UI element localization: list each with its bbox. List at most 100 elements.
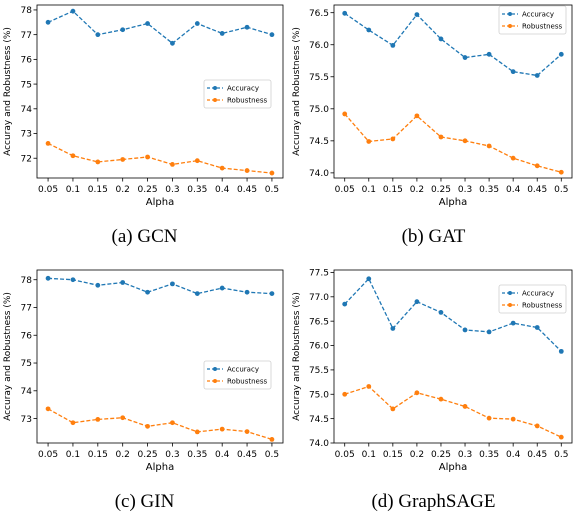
- x-tick-label: 0.25: [431, 185, 451, 195]
- data-point-accuracy: [95, 282, 101, 288]
- x-tick-label: 0.2: [410, 185, 424, 195]
- series-line-robustness: [47, 408, 273, 441]
- legend-label-accuracy: Accuracy: [227, 366, 259, 374]
- data-point-robustness: [510, 155, 516, 161]
- x-tick-label: 0.15: [88, 450, 108, 460]
- x-axis-label: Alpha: [146, 462, 174, 473]
- x-tick-label: 0.35: [479, 450, 499, 460]
- x-tick-label: 0.35: [187, 185, 207, 195]
- data-point-accuracy: [462, 327, 468, 333]
- data-point-accuracy: [120, 27, 126, 33]
- data-point-robustness: [45, 141, 51, 146]
- legend-label-accuracy: Accuracy: [522, 11, 554, 19]
- data-point-robustness: [558, 169, 564, 175]
- x-tick-label: 0.2: [410, 450, 424, 460]
- data-point-robustness: [414, 113, 420, 119]
- data-point-accuracy: [342, 301, 348, 307]
- y-tick-label: 77.5: [309, 269, 329, 279]
- legend-box: [203, 79, 272, 109]
- data-point-robustness: [219, 165, 225, 171]
- data-point-accuracy: [70, 8, 76, 14]
- data-point-accuracy: [194, 291, 200, 297]
- data-point-robustness: [145, 423, 150, 429]
- y-tick-label: 77: [21, 31, 32, 41]
- y-tick-label: 77.0: [309, 293, 329, 303]
- x-tick-label: 0.45: [237, 450, 257, 460]
- data-point-accuracy: [486, 51, 492, 57]
- y-tick-label: 74.5: [309, 415, 329, 425]
- data-point-accuracy: [145, 289, 150, 295]
- x-tick-label: 0.5: [554, 185, 568, 195]
- legend-marker-accuracy: [213, 367, 217, 371]
- chart-gcn: 0.05 0.1 0.15 0.2 0.25 0.3 0.35 0.4 0.45 0.5 72 73 7…: [3, 4, 284, 208]
- x-tick-label: 0.45: [527, 450, 547, 460]
- chart-graphsage: 0.05 0.1 0.15 0.2 0.25 0.3 0.35 0.4 0.45 0.5 74.0 7…: [292, 269, 573, 473]
- legend-marker-robustness: [213, 98, 217, 102]
- data-point-accuracy: [244, 289, 250, 295]
- x-tick-label: 0.5: [265, 450, 279, 460]
- x-tick-label: 0.3: [458, 185, 472, 195]
- y-tick-label: 78: [21, 6, 33, 16]
- data-point-accuracy: [558, 51, 564, 57]
- y-tick-label: 75.0: [309, 390, 329, 400]
- y-tick-label: 74: [21, 105, 33, 115]
- data-point-robustness: [120, 415, 126, 421]
- y-axis-label: Accuray and Robustness (%): [292, 27, 302, 156]
- legend-marker-robustness: [508, 303, 512, 307]
- y-tick-label: 76: [21, 56, 33, 66]
- y-tick-label: 75.5: [309, 73, 329, 83]
- legend-marker-accuracy: [213, 86, 217, 90]
- legend-label-robustness: Robustness: [227, 97, 267, 105]
- x-tick-label: 0.05: [38, 185, 58, 195]
- data-point-robustness: [366, 139, 372, 144]
- axes-frame: [36, 4, 284, 179]
- data-point-robustness: [170, 420, 175, 426]
- x-tick-label: 0.4: [506, 450, 521, 460]
- caption-gcn: (a) GCN: [111, 226, 178, 247]
- panel-gin: 0.05 0.1 0.15 0.2 0.25 0.3 0.35 0.4 0.45 0.5 73 74 7…: [0, 265, 289, 530]
- legend-box: [203, 360, 272, 390]
- x-tick-label: 0.45: [527, 185, 547, 195]
- x-tick-label: 0.1: [362, 450, 376, 460]
- x-tick-label: 0.35: [187, 450, 207, 460]
- data-point-robustness: [558, 434, 564, 440]
- data-point-robustness: [534, 163, 540, 169]
- data-point-accuracy: [510, 69, 516, 75]
- x-axis-label: Alpha: [439, 462, 467, 473]
- x-axis-label: Alpha: [439, 197, 467, 208]
- data-point-accuracy: [244, 24, 250, 30]
- chart-gin: 0.05 0.1 0.15 0.2 0.25 0.3 0.35 0.4 0.45 0.5 73 74 7…: [3, 269, 284, 473]
- series-line-accuracy: [48, 277, 272, 295]
- data-point-accuracy: [145, 21, 150, 26]
- y-tick-label: 73: [21, 415, 32, 425]
- series-line-robustness: [47, 142, 272, 174]
- y-tick-label: 78: [21, 276, 33, 286]
- data-point-accuracy: [438, 309, 444, 315]
- data-point-accuracy: [558, 348, 564, 354]
- axes-frame: [36, 269, 284, 444]
- legend-marker-robustness: [508, 24, 512, 28]
- series-line-robustness: [344, 113, 562, 173]
- data-point-accuracy: [366, 27, 372, 33]
- data-point-robustness: [366, 384, 372, 389]
- caption-graphsage: (d) GraphSAGE: [371, 491, 496, 512]
- data-point-robustness: [390, 406, 396, 412]
- y-tick-label: 74.0: [309, 169, 329, 179]
- data-point-accuracy: [462, 55, 468, 60]
- y-tick-label: 76.5: [309, 9, 329, 19]
- y-tick-label: 76.0: [309, 342, 329, 352]
- legend-box: [498, 284, 567, 314]
- y-tick-label: 75.0: [309, 105, 329, 115]
- data-point-accuracy: [486, 329, 492, 335]
- legend-label-accuracy: Accuracy: [522, 290, 554, 298]
- data-point-robustness: [438, 134, 444, 140]
- data-point-accuracy: [366, 276, 372, 282]
- x-tick-label: 0.5: [554, 450, 568, 460]
- data-point-accuracy: [390, 326, 396, 331]
- panel-gcn: 0.05 0.1 0.15 0.2 0.25 0.3 0.35 0.4 0.45 0.5 72 73 7…: [0, 0, 289, 265]
- x-tick-label: 0.45: [237, 185, 257, 195]
- x-tick-label: 0.1: [66, 450, 80, 460]
- data-point-robustness: [244, 168, 250, 173]
- data-point-accuracy: [390, 42, 396, 48]
- x-tick-label: 0.4: [215, 450, 230, 460]
